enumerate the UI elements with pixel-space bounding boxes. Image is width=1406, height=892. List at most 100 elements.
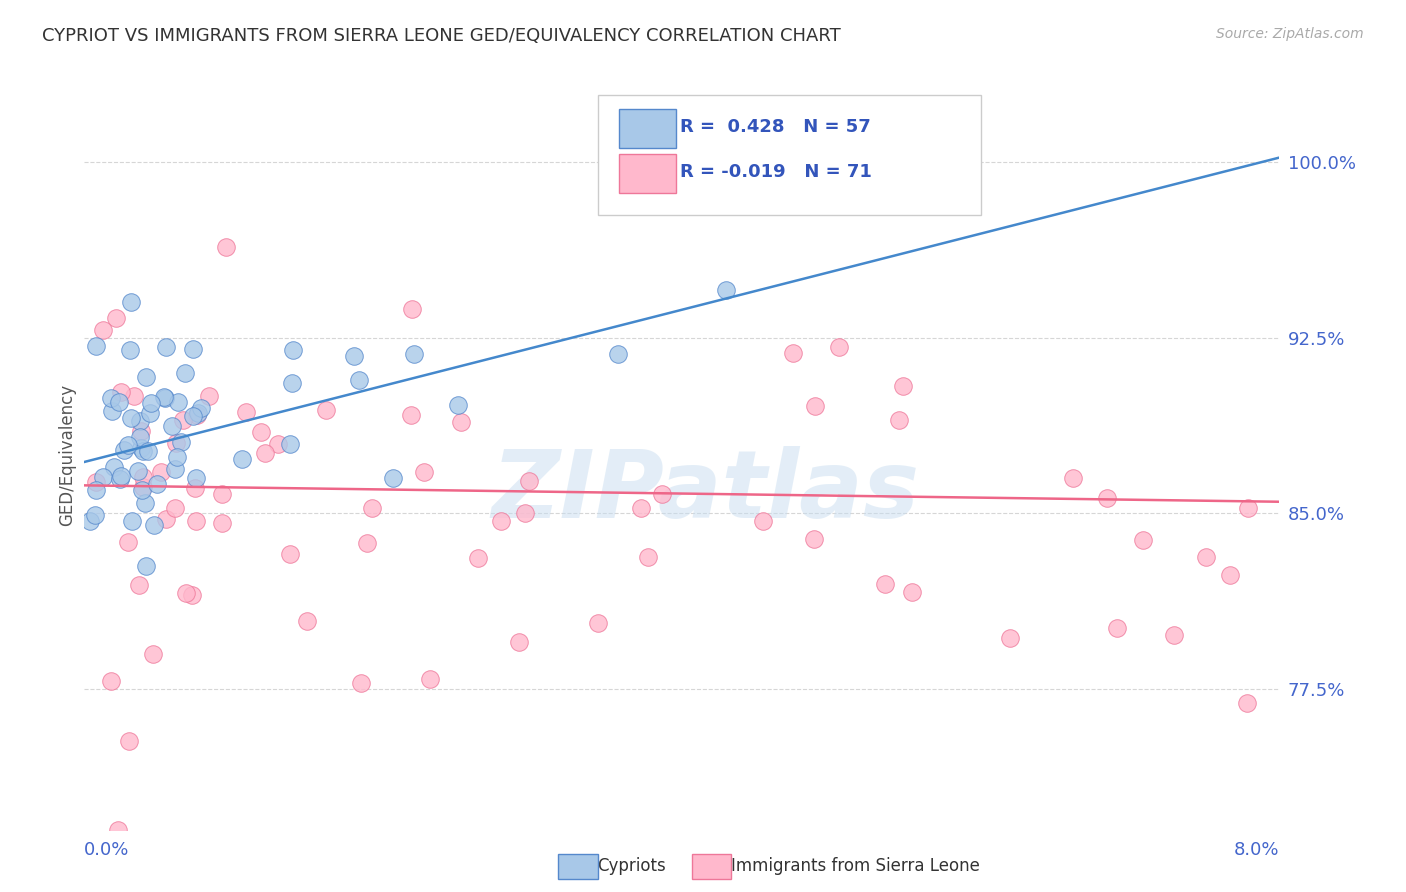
Point bbox=[278, 547, 301, 561]
Point bbox=[297, 614, 319, 628]
Point bbox=[107, 822, 129, 837]
Point bbox=[132, 443, 155, 458]
Point bbox=[91, 322, 114, 336]
Text: Cypriots: Cypriots bbox=[598, 857, 666, 875]
Point bbox=[1107, 621, 1129, 635]
Point bbox=[184, 481, 207, 495]
Point bbox=[630, 501, 652, 516]
Point bbox=[127, 464, 149, 478]
Point bbox=[131, 483, 153, 497]
Point bbox=[112, 443, 135, 458]
Point bbox=[1095, 491, 1118, 505]
Point bbox=[100, 674, 122, 689]
Point bbox=[467, 550, 489, 565]
Point bbox=[402, 346, 425, 360]
Point bbox=[281, 376, 304, 391]
Point bbox=[110, 384, 132, 399]
Point bbox=[356, 536, 378, 550]
Point bbox=[508, 634, 530, 648]
Point bbox=[104, 311, 127, 326]
Point bbox=[401, 301, 423, 316]
Point bbox=[803, 399, 825, 413]
Point bbox=[101, 404, 124, 418]
Point bbox=[197, 389, 219, 403]
Point bbox=[91, 470, 114, 484]
Point bbox=[180, 588, 202, 602]
Point bbox=[84, 483, 107, 497]
Point bbox=[1062, 471, 1084, 485]
Point bbox=[513, 506, 536, 520]
Point bbox=[167, 395, 190, 409]
Point bbox=[235, 405, 257, 419]
Point bbox=[891, 379, 914, 393]
Point bbox=[128, 578, 150, 592]
Point bbox=[586, 616, 609, 631]
Point bbox=[142, 648, 165, 662]
Point bbox=[174, 366, 197, 380]
Point bbox=[637, 549, 659, 564]
Point bbox=[266, 437, 288, 451]
Point bbox=[86, 475, 108, 490]
Point bbox=[186, 514, 208, 528]
Point bbox=[315, 402, 337, 417]
Text: 0.0%: 0.0% bbox=[84, 841, 129, 859]
Point bbox=[84, 339, 107, 353]
Point bbox=[118, 734, 141, 748]
Point bbox=[174, 585, 197, 599]
Point bbox=[450, 415, 472, 429]
Point bbox=[122, 389, 145, 403]
Point bbox=[103, 460, 125, 475]
Point bbox=[1219, 568, 1241, 582]
Text: 8.0%: 8.0% bbox=[1234, 841, 1279, 859]
Point bbox=[447, 398, 470, 412]
Point bbox=[250, 425, 273, 439]
Point bbox=[382, 471, 405, 485]
Point bbox=[211, 487, 233, 501]
Point bbox=[360, 500, 382, 515]
Point bbox=[134, 496, 156, 510]
Point bbox=[120, 295, 142, 310]
Point bbox=[117, 438, 139, 452]
Point bbox=[181, 342, 204, 356]
Point bbox=[84, 508, 107, 522]
Point bbox=[1237, 500, 1260, 515]
Point bbox=[117, 535, 139, 549]
Point bbox=[79, 514, 101, 528]
Text: R =  0.428   N = 57: R = 0.428 N = 57 bbox=[679, 119, 870, 136]
Point bbox=[132, 481, 155, 495]
Point bbox=[120, 411, 142, 425]
Point bbox=[1000, 631, 1022, 645]
Point bbox=[278, 436, 301, 450]
Point bbox=[828, 340, 851, 354]
Point bbox=[254, 446, 277, 460]
Y-axis label: GED/Equivalency: GED/Equivalency bbox=[58, 384, 76, 526]
Text: Immigrants from Sierra Leone: Immigrants from Sierra Leone bbox=[731, 857, 980, 875]
FancyBboxPatch shape bbox=[619, 153, 676, 193]
Point bbox=[887, 413, 910, 427]
Point bbox=[517, 474, 540, 488]
Point bbox=[231, 452, 253, 467]
Point bbox=[165, 436, 187, 450]
Point bbox=[211, 516, 233, 530]
Point bbox=[187, 406, 209, 420]
Point bbox=[121, 514, 143, 528]
Point bbox=[155, 512, 177, 526]
Point bbox=[659, 191, 682, 205]
Point bbox=[129, 413, 152, 427]
FancyBboxPatch shape bbox=[619, 109, 676, 148]
Point bbox=[107, 395, 129, 409]
Point bbox=[419, 672, 441, 686]
Point bbox=[651, 487, 673, 501]
Point bbox=[215, 240, 238, 254]
Point bbox=[166, 450, 188, 465]
Point bbox=[1132, 533, 1154, 547]
Point bbox=[110, 469, 132, 483]
Point bbox=[1236, 696, 1258, 710]
Point bbox=[349, 675, 371, 690]
Text: R = -0.019   N = 71: R = -0.019 N = 71 bbox=[679, 163, 872, 181]
Point bbox=[143, 518, 166, 533]
Point bbox=[491, 514, 513, 528]
Point bbox=[100, 391, 122, 405]
Point bbox=[129, 442, 152, 456]
FancyBboxPatch shape bbox=[599, 95, 981, 215]
